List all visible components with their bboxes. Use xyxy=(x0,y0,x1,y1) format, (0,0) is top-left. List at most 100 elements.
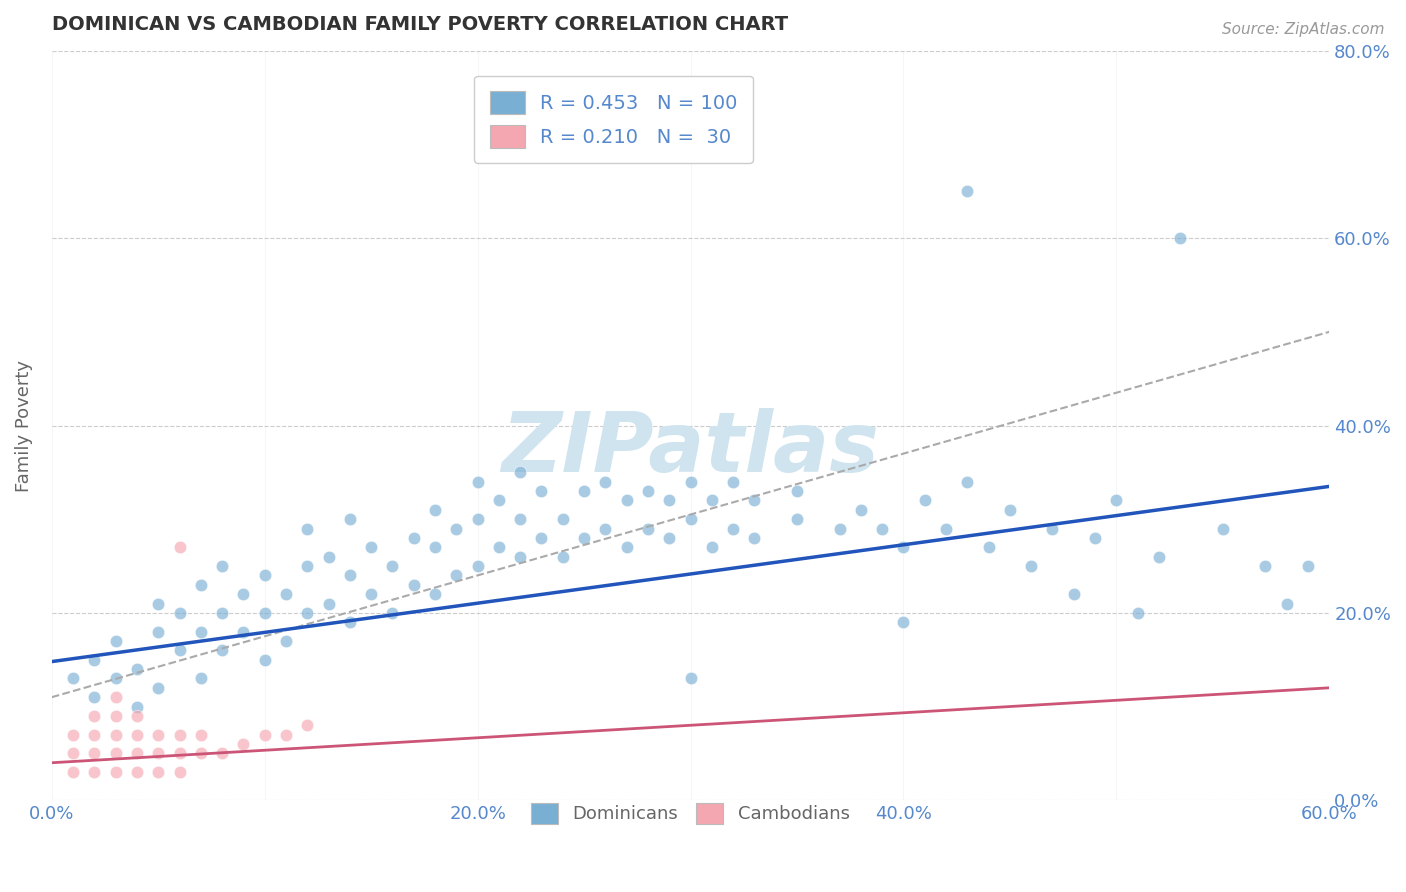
Point xyxy=(339,615,361,630)
Point xyxy=(488,493,510,508)
Point xyxy=(169,606,191,620)
Point xyxy=(274,728,297,742)
Point xyxy=(148,681,170,695)
Point xyxy=(1275,597,1298,611)
Point xyxy=(62,747,84,761)
Point xyxy=(935,522,957,536)
Point xyxy=(828,522,851,536)
Point xyxy=(104,747,127,761)
Point xyxy=(786,484,808,499)
Point xyxy=(509,512,531,526)
Point xyxy=(297,606,319,620)
Point xyxy=(1042,522,1064,536)
Point xyxy=(125,709,148,723)
Point xyxy=(700,493,723,508)
Point xyxy=(148,597,170,611)
Point xyxy=(104,672,127,686)
Point xyxy=(339,512,361,526)
Point xyxy=(870,522,893,536)
Point xyxy=(488,541,510,555)
Point xyxy=(402,531,425,545)
Point xyxy=(62,672,84,686)
Point xyxy=(1147,549,1170,564)
Point xyxy=(616,541,638,555)
Point xyxy=(616,493,638,508)
Point xyxy=(595,522,617,536)
Point xyxy=(446,568,468,582)
Point xyxy=(83,728,105,742)
Point xyxy=(104,634,127,648)
Point xyxy=(83,765,105,780)
Legend: Dominicans, Cambodians: Dominicans, Cambodians xyxy=(519,790,862,836)
Point xyxy=(83,709,105,723)
Text: ZIPatlas: ZIPatlas xyxy=(502,408,879,489)
Point xyxy=(360,587,382,601)
Point xyxy=(253,653,276,667)
Point xyxy=(169,765,191,780)
Point xyxy=(169,541,191,555)
Point xyxy=(700,541,723,555)
Point xyxy=(509,466,531,480)
Point xyxy=(83,747,105,761)
Point xyxy=(297,718,319,732)
Point xyxy=(1212,522,1234,536)
Point xyxy=(637,484,659,499)
Point xyxy=(104,690,127,705)
Point xyxy=(1084,531,1107,545)
Point xyxy=(62,765,84,780)
Point xyxy=(83,690,105,705)
Point xyxy=(658,493,681,508)
Point xyxy=(423,541,446,555)
Point xyxy=(893,615,915,630)
Point xyxy=(62,728,84,742)
Point xyxy=(148,765,170,780)
Point xyxy=(467,512,489,526)
Point xyxy=(998,503,1021,517)
Point xyxy=(595,475,617,489)
Point xyxy=(467,559,489,574)
Point xyxy=(658,531,681,545)
Y-axis label: Family Poverty: Family Poverty xyxy=(15,359,32,491)
Point xyxy=(169,643,191,657)
Point xyxy=(339,568,361,582)
Point xyxy=(190,672,212,686)
Text: DOMINICAN VS CAMBODIAN FAMILY POVERTY CORRELATION CHART: DOMINICAN VS CAMBODIAN FAMILY POVERTY CO… xyxy=(52,15,787,34)
Point xyxy=(1019,559,1042,574)
Point xyxy=(297,522,319,536)
Point xyxy=(1254,559,1277,574)
Point xyxy=(721,475,744,489)
Point xyxy=(190,624,212,639)
Point xyxy=(572,531,595,545)
Point xyxy=(211,559,233,574)
Point xyxy=(637,522,659,536)
Point xyxy=(125,747,148,761)
Point xyxy=(190,578,212,592)
Point xyxy=(1126,606,1149,620)
Point xyxy=(232,624,254,639)
Point xyxy=(211,606,233,620)
Point xyxy=(679,672,702,686)
Point xyxy=(956,475,979,489)
Point xyxy=(253,606,276,620)
Point xyxy=(148,747,170,761)
Point xyxy=(253,568,276,582)
Point xyxy=(104,709,127,723)
Point xyxy=(744,531,766,545)
Point xyxy=(530,531,553,545)
Point xyxy=(467,475,489,489)
Point xyxy=(914,493,936,508)
Point xyxy=(104,728,127,742)
Point xyxy=(83,653,105,667)
Point xyxy=(169,728,191,742)
Point xyxy=(446,522,468,536)
Point xyxy=(148,624,170,639)
Point xyxy=(509,549,531,564)
Point xyxy=(849,503,872,517)
Point xyxy=(190,747,212,761)
Point xyxy=(232,587,254,601)
Point xyxy=(572,484,595,499)
Point xyxy=(104,765,127,780)
Point xyxy=(744,493,766,508)
Point xyxy=(125,728,148,742)
Point xyxy=(423,587,446,601)
